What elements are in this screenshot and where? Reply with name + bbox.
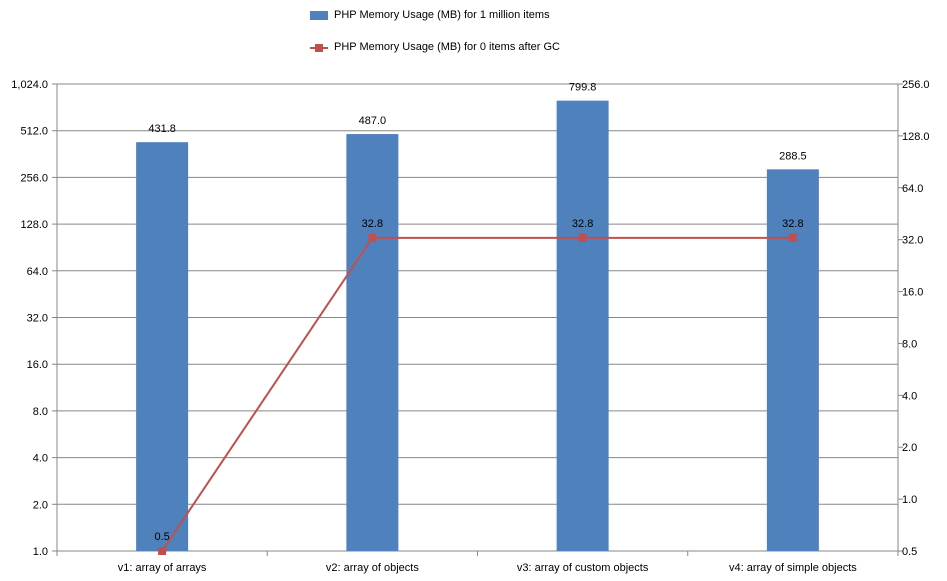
right-axis-tick-label: 1.0 [902, 494, 917, 506]
left-axis-tick-label: 1,024.0 [11, 79, 48, 91]
legend-bar-swatch [310, 10, 328, 20]
line-series [161, 236, 793, 552]
line-data-label: 0.5 [154, 531, 169, 543]
line-marker [368, 233, 377, 242]
bar [136, 142, 189, 551]
bar [346, 134, 399, 552]
left-axis-tick-label: 1.0 [33, 546, 48, 558]
legend-label-bar: PHP Memory Usage (MB) for 1 million item… [334, 9, 550, 21]
right-axis-tick-label: 128.0 [902, 131, 930, 143]
right-axis-tick-label: 2.0 [902, 442, 917, 454]
left-axis-tick-label: 8.0 [33, 406, 48, 418]
right-axis-tick-label: 8.0 [902, 338, 917, 350]
line-data-label: 32.8 [782, 218, 803, 230]
left-axis-tick-label: 16.0 [27, 359, 48, 371]
left-axis-tick-label: 128.0 [20, 219, 48, 231]
right-axis-tick-label: 64.0 [902, 183, 923, 195]
line-marker [158, 547, 167, 555]
legend-item-bar: PHP Memory Usage (MB) for 1 million item… [310, 9, 550, 21]
legend-label-line: PHP Memory Usage (MB) for 0 items after … [334, 41, 560, 53]
right-axis-tick-label: 0.5 [902, 546, 917, 558]
left-axis-tick-label: 64.0 [27, 266, 48, 278]
right-axis-tick-label: 4.0 [902, 390, 917, 402]
left-axis-tick-label: 4.0 [33, 453, 48, 465]
line-data-label: 32.8 [572, 218, 593, 230]
line-data-label: 32.8 [362, 218, 383, 230]
line-marker [788, 233, 797, 242]
bar [766, 169, 819, 551]
left-axis-tick-label: 512.0 [20, 126, 48, 138]
left-axis-tick-label: 256.0 [20, 172, 48, 184]
bar [556, 100, 609, 552]
category-label: v2: array of objects [326, 562, 419, 574]
category-label: v1: array of arrays [118, 562, 207, 574]
right-axis-tick-label: 16.0 [902, 287, 923, 299]
left-axis-tick-label: 32.0 [27, 313, 48, 325]
bar-data-label: 431.8 [148, 123, 176, 135]
right-axis-tick-label: 32.0 [902, 235, 923, 247]
bar-data-label: 288.5 [779, 150, 807, 162]
legend-line-swatch [310, 43, 328, 52]
right-axis-tick-label: 256.0 [902, 79, 930, 91]
legend-item-line: PHP Memory Usage (MB) for 0 items after … [310, 41, 560, 53]
category-label: v4: array of simple objects [729, 562, 857, 574]
category-label: v3: array of custom objects [517, 562, 649, 574]
bar-data-label: 799.8 [569, 82, 597, 94]
bar-data-label: 487.0 [359, 115, 387, 127]
left-axis-tick-label: 2.0 [33, 499, 48, 511]
line-marker [578, 233, 587, 242]
